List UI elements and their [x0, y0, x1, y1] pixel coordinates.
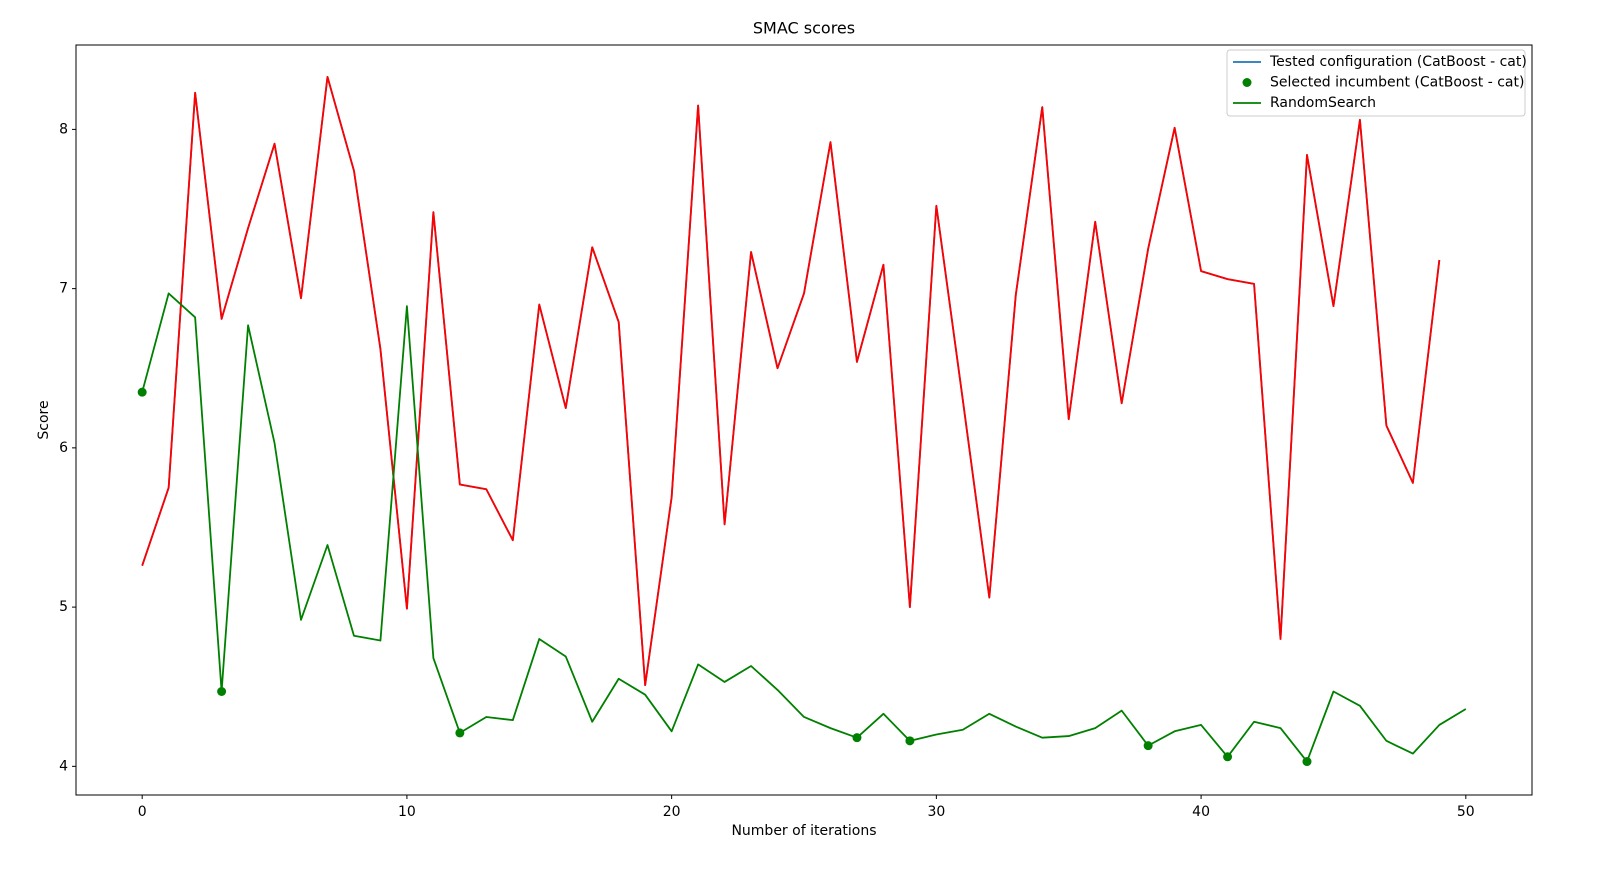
legend-swatch — [1242, 78, 1252, 87]
y-tick-label: 7 — [59, 281, 68, 297]
y-tick-label: 5 — [59, 599, 68, 615]
x-tick-label: 10 — [398, 804, 416, 820]
plot-frame — [75, 44, 1533, 796]
x-tick-label: 50 — [1457, 804, 1475, 820]
x-tick-label: 0 — [138, 804, 147, 820]
x-axis-label: Number of iterations — [731, 823, 876, 839]
legend-box — [1226, 49, 1526, 117]
series-line — [141, 292, 1467, 763]
x-tick-label: 40 — [1192, 804, 1210, 820]
y-tick-label: 4 — [59, 758, 68, 774]
y-tick-label: 6 — [59, 440, 68, 456]
chart-title: SMAC scores — [753, 19, 855, 38]
x-tick-label: 30 — [927, 804, 945, 820]
y-axis-label: Score — [36, 400, 52, 439]
series-line — [141, 75, 1441, 687]
x-tick-label: 20 — [663, 804, 681, 820]
legend-label: RandomSearch — [1270, 95, 1376, 111]
y-tick-label: 8 — [59, 121, 68, 137]
legend-label: Selected incumbent (CatBoost - cat) — [1270, 75, 1524, 91]
legend-label: Tested configuration (CatBoost - cat) — [1269, 54, 1527, 70]
